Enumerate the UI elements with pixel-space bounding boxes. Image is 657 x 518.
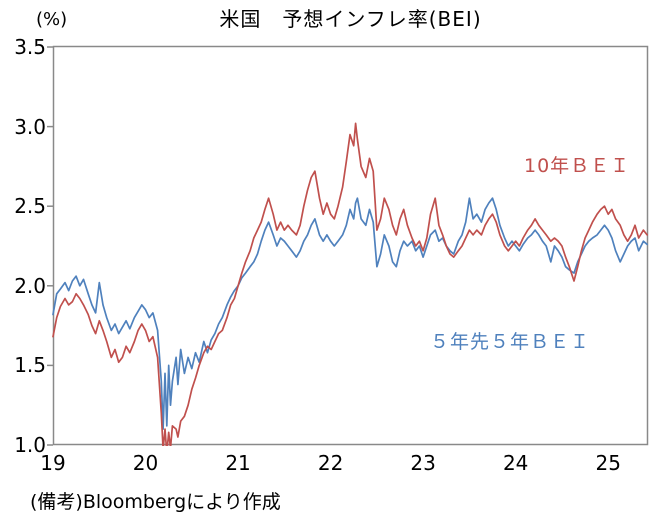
y-tick-label: 2.5	[14, 194, 46, 219]
source-note: (備考)Bloombergにより作成	[30, 491, 281, 513]
legend-label-10y-bei: 10年ＢＥＩ	[524, 155, 631, 177]
y-tick-label: 1.0	[14, 433, 46, 457]
y-tick-label: 2.0	[14, 273, 46, 298]
y-axis-unit-label: (%)	[36, 9, 68, 30]
x-tick-label: 19	[40, 451, 66, 475]
x-tick-label: 20	[132, 451, 159, 475]
x-tick-label: 24	[502, 451, 529, 475]
x-tick-label: 23	[410, 451, 436, 475]
y-tick-label: 3.0	[14, 114, 46, 139]
bei-10y-line	[52, 122, 648, 446]
x-tick-label: 22	[317, 451, 344, 475]
y-tick-label: 1.5	[14, 353, 46, 378]
bei-5y5y-line	[52, 197, 648, 430]
y-tick-label: 3.5	[14, 35, 46, 59]
x-tick-label: 25	[595, 451, 621, 475]
legend-label-5y5y-bei: ５年先５年ＢＥＩ	[430, 331, 591, 353]
x-tick-label: 21	[225, 451, 251, 475]
chart-title: 米国 予想インフレ率(BEI)	[219, 7, 482, 31]
plot-border	[52, 45, 649, 446]
